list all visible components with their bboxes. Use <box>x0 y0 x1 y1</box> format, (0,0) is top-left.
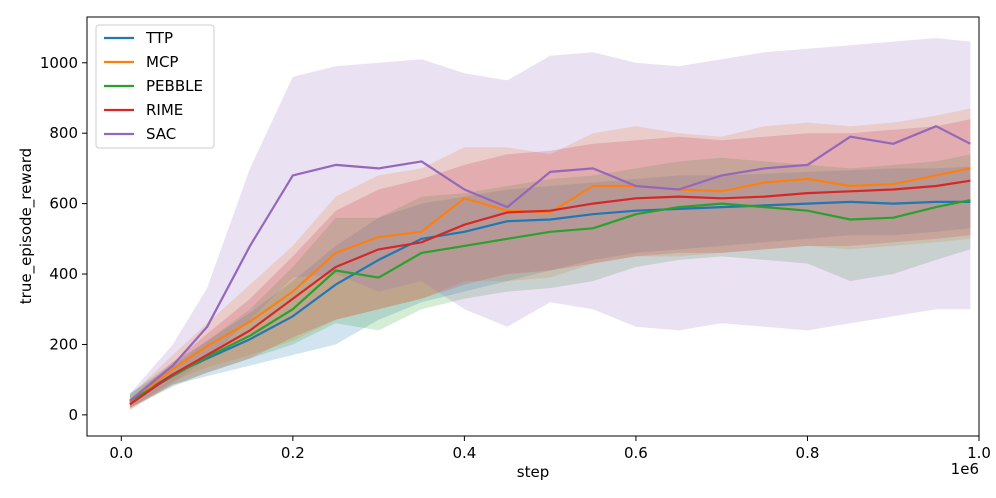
y-tick-label: 800 <box>49 124 78 142</box>
confidence-bands <box>129 38 971 410</box>
plot-frame <box>86 16 980 437</box>
legend-box <box>95 24 215 149</box>
legend-label-sac: SAC <box>146 125 176 143</box>
series-lines <box>129 125 971 406</box>
pebble-line <box>129 199 971 402</box>
x-axis-label: step <box>517 463 549 481</box>
sac-line <box>129 125 971 402</box>
legend-label-ttp: TTP <box>145 29 173 47</box>
legend-label-mcp: MCP <box>146 53 178 71</box>
pebble-band <box>129 154 971 408</box>
y-tick-label: 200 <box>49 335 78 353</box>
y-tick-label: 0 <box>68 406 78 424</box>
y-tick-label: 400 <box>49 265 78 283</box>
y-axis-label: true_episode_reward <box>17 148 36 304</box>
ttp-line <box>129 200 971 402</box>
y-tick-label: 1000 <box>40 54 78 72</box>
legend-label-pebble: PEBBLE <box>146 77 203 95</box>
x-tick-label: 0.2 <box>281 444 305 462</box>
x-tick-label: 0.8 <box>796 444 820 462</box>
rime-band <box>129 119 971 410</box>
rime-line <box>129 179 971 406</box>
x-axis-ticks: 0.0 0.2 0.4 0.6 0.8 1.0 <box>109 436 991 462</box>
ttp-band <box>129 166 971 408</box>
legend: TTP MCP PEBBLE RIME SAC <box>95 24 215 149</box>
y-tick-label: 600 <box>49 195 78 213</box>
x-tick-label: 0.0 <box>109 444 133 462</box>
x-offset-label: 1e6 <box>951 460 979 478</box>
x-tick-label: 0.4 <box>452 444 476 462</box>
mcp-line <box>129 167 971 404</box>
sac-band <box>129 38 971 408</box>
y-axis-ticks: 0 200 400 600 800 1000 <box>40 54 87 424</box>
x-tick-label: 1.0 <box>967 444 991 462</box>
legend-label-rime: RIME <box>146 101 183 119</box>
x-tick-label: 0.6 <box>624 444 648 462</box>
